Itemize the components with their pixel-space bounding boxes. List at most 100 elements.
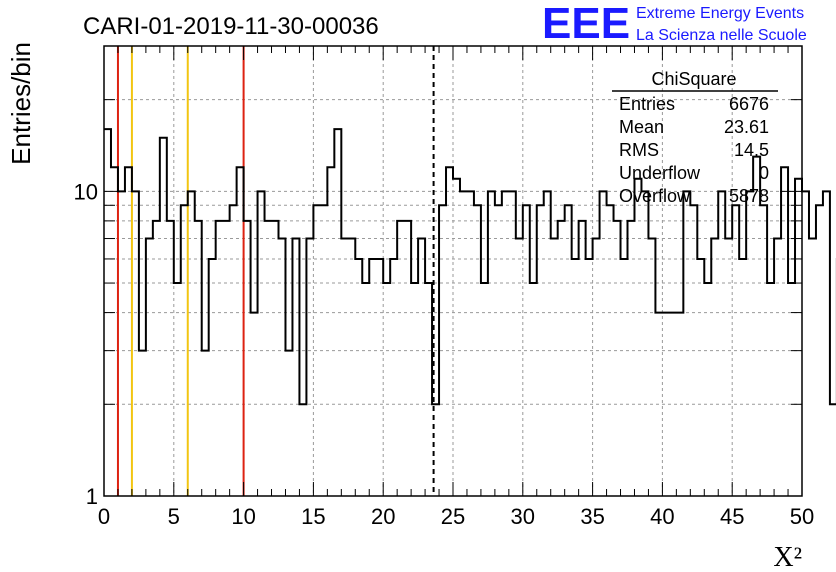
stats-value-mean: 23.61 [724,117,769,137]
histogram-bin [565,205,572,496]
histogram-bin [523,205,530,496]
eee-logo-line2: La Scienza nelle Scuole [636,27,807,44]
histogram-bin [209,259,216,496]
histogram-bin [181,205,188,496]
chart-title: CARI-01-2019-11-30-00036 [83,13,379,40]
histogram-bin [188,191,195,496]
histogram-bin [418,239,425,496]
stats-value-underflow: 0 [759,163,769,183]
histogram-bin [265,221,272,496]
histogram-bin [362,283,369,496]
histogram-bin [355,259,362,496]
histogram-bin [823,191,830,496]
histogram-bin [125,167,132,496]
stats-label-overflow: Overflow [619,186,691,206]
histogram-bin [711,239,718,496]
histogram-bin [341,239,348,496]
stats-label-mean: Mean [619,117,664,137]
histogram-bin [809,239,816,496]
eee-logo-mark: EEE [542,0,630,48]
histogram-bin [662,313,669,496]
histogram-bin [634,179,641,496]
histogram-bin [655,313,662,496]
x-tick-label: 15 [301,504,325,529]
histogram-bin [244,221,251,496]
histogram-bin [781,167,788,496]
histogram-bin [272,221,279,496]
histogram-bin [369,259,376,496]
histogram-outline [104,128,836,406]
histogram-bin [732,205,739,496]
histogram-bin [306,239,313,496]
histogram-bin [432,404,439,496]
marker-lines [116,46,435,496]
histogram-bin [558,221,565,496]
stats-label-underflow: Underflow [619,163,701,183]
histogram-bin [607,205,614,496]
histogram-bin [697,259,704,496]
histogram-bin [334,129,341,496]
histogram-bin [495,205,502,496]
histogram-layer [104,128,836,496]
histogram-bin [614,221,621,496]
x-tick-label: 5 [168,504,180,529]
stats-title: ChiSquare [651,69,736,89]
histogram-bin [676,313,683,496]
histogram-bin [739,259,746,496]
histogram-bin [223,221,230,496]
histogram-bin [111,167,118,496]
histogram-bin [313,205,320,496]
histogram-bin [279,239,286,496]
histogram-bin [628,221,635,496]
histogram-bin [516,239,523,496]
x-tick-label: 20 [371,504,395,529]
histogram-bin [572,259,579,496]
histogram-bin [641,191,648,496]
y-tick-label: 10 [74,179,98,204]
histogram-bin [258,191,265,496]
histogram-bin [327,167,334,496]
histogram-bin [383,283,390,496]
histogram-bin [718,191,725,496]
histogram-bin [292,239,299,496]
histogram-bin [425,283,432,496]
histogram-bin [146,239,153,496]
histogram-bin [788,283,795,496]
histogram-bin [299,404,306,496]
stats-value-rms: 14.5 [734,140,769,160]
histogram-bin [488,191,495,496]
x-tick-label: 35 [580,504,604,529]
histogram-bin [446,167,453,496]
histogram-bin [830,404,836,496]
histogram-bin [760,205,767,496]
histogram-bin [139,351,146,496]
histogram-bin [320,205,327,496]
histogram-bin [746,191,753,496]
x-tick-label: 25 [441,504,465,529]
y-tick-label: 1 [86,484,98,509]
histogram-bin [648,239,655,496]
histogram-bin [530,283,537,496]
histogram-bin [411,283,418,496]
histogram-bin [460,191,467,496]
histogram-bin [593,239,600,496]
histogram-bin [397,221,404,496]
histogram-bin [544,191,551,496]
x-tick-label: 10 [231,504,255,529]
histogram-bin [453,179,460,496]
histogram-bin [509,191,516,496]
axes-frame [103,45,803,497]
histogram-bin [690,205,697,496]
histogram-bin [816,205,823,496]
x-tick-label: 30 [511,504,535,529]
histogram-bin [474,205,481,496]
stats-box: ChiSquare Entries 6676 Mean 23.61 RMS 14… [612,69,778,206]
histogram-bin [285,351,292,496]
eee-logo-line1: Extreme Energy Events [636,5,804,22]
x-tick-label: 0 [98,504,110,529]
histogram-bin [725,239,732,496]
histogram-bin [537,205,544,496]
histogram-bin [767,283,774,496]
plot-frame [103,45,803,497]
